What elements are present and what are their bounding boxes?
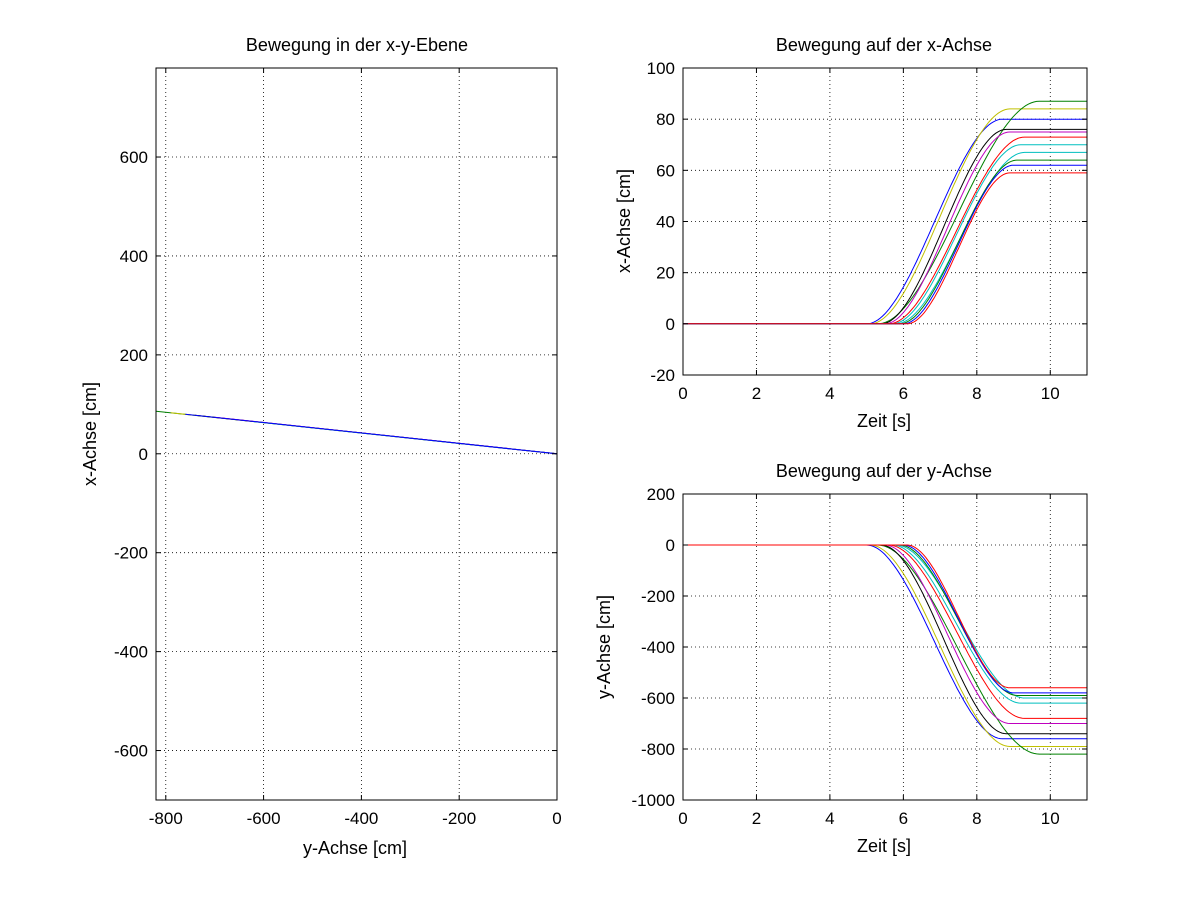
panel-x-over-time: Bewegung auf der x-Achse Zeit [s] x-Achs… (614, 35, 1088, 431)
y-tick-label: -1000 (632, 791, 675, 810)
x-tick-label: -200 (442, 809, 476, 828)
y-tick-label: 60 (656, 161, 675, 180)
y-tick-label: -800 (641, 740, 675, 759)
chart-title: Bewegung auf der x-Achse (776, 35, 992, 55)
x-tick-label: 4 (825, 809, 834, 828)
data-series-line (683, 544, 1087, 689)
x-tick-label: 6 (899, 809, 908, 828)
y-tick-label: 600 (120, 148, 148, 167)
y-tick-label: 100 (647, 59, 675, 78)
y-tick-label: -200 (641, 587, 675, 606)
x-tick-label: 8 (972, 809, 981, 828)
x-tick-label: 6 (899, 384, 908, 403)
plot-area (156, 68, 557, 800)
panel-y-over-time: Bewegung auf der y-Achse Zeit [s] y-Achs… (594, 461, 1088, 856)
y-tick-label: -20 (650, 366, 675, 385)
data-series-line (683, 544, 1087, 735)
data-series-line (683, 544, 1087, 694)
x-tick-label: 0 (678, 384, 687, 403)
x-tick-label: 2 (752, 809, 761, 828)
y-tick-label: -200 (114, 544, 148, 563)
x-tick-label: 4 (825, 384, 834, 403)
data-series-line (185, 413, 558, 455)
x-tick-label: 0 (678, 809, 687, 828)
data-series-line (683, 100, 1087, 325)
x-tick-label: 10 (1041, 384, 1060, 403)
y-axis-label: x-Achse [cm] (614, 169, 634, 273)
y-tick-label: -600 (641, 689, 675, 708)
x-axis-label: y-Achse [cm] (303, 838, 407, 858)
x-tick-label: 0 (552, 809, 561, 828)
data-series-line (683, 172, 1087, 325)
data-series-line (683, 544, 1087, 704)
data-series-line (683, 128, 1087, 325)
y-tick-label: 400 (120, 247, 148, 266)
y-tick-label: 200 (120, 346, 148, 365)
data-series-line (683, 544, 1087, 740)
y-tick-label: -400 (641, 638, 675, 657)
data-series-line (683, 136, 1087, 325)
y-tick-label: 20 (656, 264, 675, 283)
y-tick-label: 200 (647, 485, 675, 504)
data-series-line (683, 159, 1087, 325)
data-series-line (683, 544, 1087, 719)
y-tick-label: -400 (114, 643, 148, 662)
chart-title: Bewegung in der x-y-Ebene (246, 35, 468, 55)
x-axis-label: Zeit [s] (857, 836, 911, 856)
data-series-line (683, 131, 1087, 325)
data-series-line (683, 164, 1087, 325)
y-axis-label: y-Achse [cm] (594, 595, 614, 699)
y-tick-label: -600 (114, 742, 148, 761)
data-series-line (683, 544, 1087, 755)
x-tick-label: -400 (344, 809, 378, 828)
data-series-line (683, 144, 1087, 325)
x-tick-label: 8 (972, 384, 981, 403)
x-axis-label: Zeit [s] (857, 411, 911, 431)
y-tick-label: 0 (666, 315, 675, 334)
y-tick-label: 0 (139, 445, 148, 464)
x-tick-label: 2 (752, 384, 761, 403)
axes-frame (155, 67, 558, 801)
data-series-line (683, 108, 1087, 325)
x-tick-label: -600 (247, 809, 281, 828)
x-tick-label: -800 (149, 809, 183, 828)
data-series-line (683, 544, 1087, 747)
y-axis-label: x-Achse [cm] (80, 382, 100, 486)
x-tick-label: 10 (1041, 809, 1060, 828)
data-series-line (683, 544, 1087, 724)
y-tick-label: 0 (666, 536, 675, 555)
panel-xy-plane: Bewegung in der x-y-Ebene y-Achse [cm] x… (80, 35, 562, 858)
y-tick-label: 80 (656, 110, 675, 129)
y-tick-label: 40 (656, 213, 675, 232)
chart-title: Bewegung auf der y-Achse (776, 461, 992, 481)
